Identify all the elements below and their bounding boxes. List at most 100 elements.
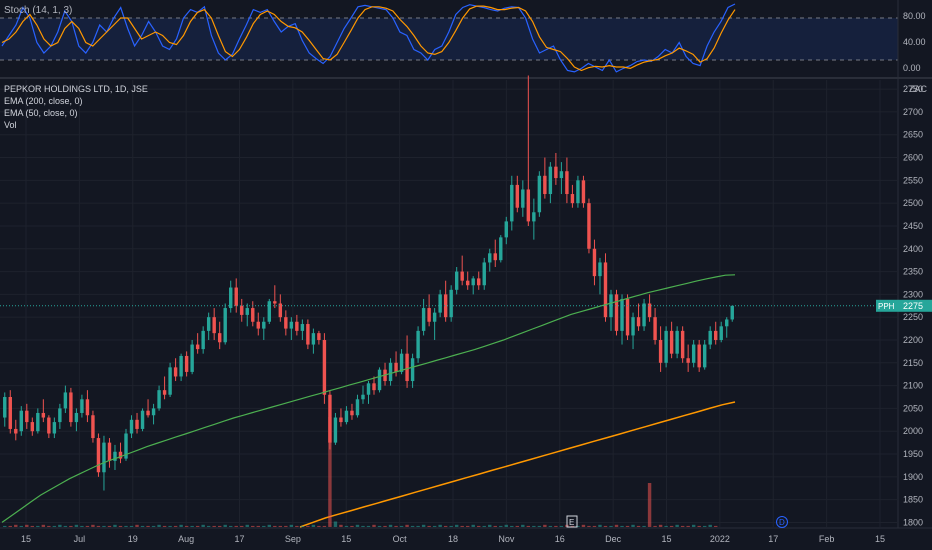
volume-bar <box>504 524 508 527</box>
candle-body <box>217 333 222 343</box>
candle-body <box>52 422 57 434</box>
candle-body <box>41 412 46 418</box>
candle-body <box>58 408 62 423</box>
volume-bar <box>587 525 591 527</box>
candle-body <box>460 271 464 281</box>
dividend-label[interactable]: D <box>779 518 785 527</box>
legend[interactable]: PEPKOR HOLDINGS LTD, 1D, JSE EMA (200, c… <box>4 84 148 130</box>
volume-bar <box>69 525 73 527</box>
candle-body <box>30 422 35 432</box>
time-tick-label: Sep <box>285 534 301 544</box>
volume-bar <box>223 524 227 527</box>
price-tick-label: 1800 <box>903 517 923 527</box>
candles[interactable] <box>3 75 734 491</box>
candle-body <box>229 287 233 309</box>
stoch-pane[interactable]: Stoch (14, 1, 3) 80.00 40.00 0.00 <box>0 3 926 73</box>
legend-ema200[interactable]: EMA (200, close, 0) <box>4 96 83 106</box>
volume-bar <box>465 525 470 527</box>
time-tick-label: Dec <box>605 534 622 544</box>
candle-body <box>206 317 211 331</box>
candle-body <box>129 419 134 434</box>
candle-body <box>195 344 200 350</box>
volume-bar <box>383 525 387 527</box>
volume-bar <box>206 525 211 527</box>
legend-vol[interactable]: Vol <box>4 120 17 130</box>
price-grid <box>0 80 898 527</box>
candle-body <box>146 410 150 416</box>
price-tick-label: 2550 <box>903 175 923 185</box>
volume-bar <box>559 525 564 527</box>
volume-bar <box>410 525 415 527</box>
candle-body <box>157 390 161 409</box>
candle-body <box>344 410 349 423</box>
price-tick-label: 1900 <box>903 472 923 482</box>
volume-bar <box>300 525 305 527</box>
candle-body <box>510 184 514 222</box>
volume-bar <box>488 524 492 527</box>
ema50-line <box>1 274 736 523</box>
candle-body <box>124 433 128 459</box>
ema50-group <box>1 274 736 523</box>
time-tick-label: Aug <box>178 534 194 544</box>
candle-body <box>702 344 707 368</box>
candle-body <box>454 271 459 290</box>
legend-ema50[interactable]: EMA (50, close, 0) <box>4 108 78 118</box>
price-tick-label: 2350 <box>903 267 923 277</box>
time-axis[interactable]: 15 Jul 19 Aug 17 Sep 15 Oct 18 Nov 16 Dec 15 2022 17 Fe… <box>21 534 885 544</box>
earnings-marker[interactable]: E <box>566 515 578 528</box>
price-axis[interactable]: ZAC 2750 2700 2650 2600 2550 2500 2450 2400 2350… <box>903 84 928 527</box>
volume-bar <box>107 525 112 527</box>
candle-body <box>686 358 690 363</box>
earnings-label[interactable]: E <box>569 518 574 527</box>
candle-body <box>432 312 437 322</box>
time-tick-label: 19 <box>128 534 138 544</box>
volume-bar <box>63 525 68 527</box>
volume-bar <box>598 524 602 527</box>
volume-bar <box>190 525 194 527</box>
candle-body <box>311 333 316 345</box>
stoch-scale-80: 80.00 <box>903 11 926 21</box>
volume-bar <box>273 525 277 527</box>
volume-bar <box>614 524 619 527</box>
price-tick-label: 2400 <box>903 244 923 254</box>
price-tick-label: 2250 <box>903 312 923 322</box>
candle-body <box>377 369 382 391</box>
last-price-box <box>898 299 932 312</box>
candle-body <box>372 383 376 391</box>
volume-bar <box>85 525 90 527</box>
volume-bar <box>217 525 222 527</box>
volume-bar <box>499 525 503 527</box>
dividend-circle[interactable] <box>776 516 788 528</box>
candle-body <box>162 390 167 395</box>
volume-bar <box>372 524 376 527</box>
candle-body <box>603 262 608 318</box>
volume-bar <box>91 524 95 527</box>
candle-body <box>587 203 591 249</box>
volume-bar <box>234 525 238 527</box>
volume-bar <box>113 524 117 527</box>
time-tick-label: 17 <box>234 534 244 544</box>
candle-body <box>592 248 597 277</box>
candle-body <box>80 399 84 413</box>
candle-body <box>443 294 448 318</box>
candle-body <box>355 399 360 416</box>
candle-body <box>102 442 106 473</box>
earnings-box[interactable] <box>566 515 578 528</box>
candle-body <box>135 419 139 429</box>
volume-bar <box>631 524 635 527</box>
candle-body <box>74 412 79 423</box>
volume-bar <box>543 524 547 527</box>
candle-body <box>168 367 172 395</box>
dividend-marker[interactable]: D <box>776 516 788 528</box>
candle-body <box>361 394 365 400</box>
volume-bar <box>548 525 553 527</box>
volume-bar <box>471 524 475 527</box>
legend-symbol[interactable]: PEPKOR HOLDINGS LTD, 1D, JSE <box>4 84 148 94</box>
time-tick-label: Jul <box>74 534 86 544</box>
volume-bar <box>333 521 338 527</box>
volume-bar <box>427 525 431 527</box>
time-tick-label: 15 <box>341 534 351 544</box>
volume-bar <box>295 525 299 527</box>
volume-bar <box>58 524 62 527</box>
